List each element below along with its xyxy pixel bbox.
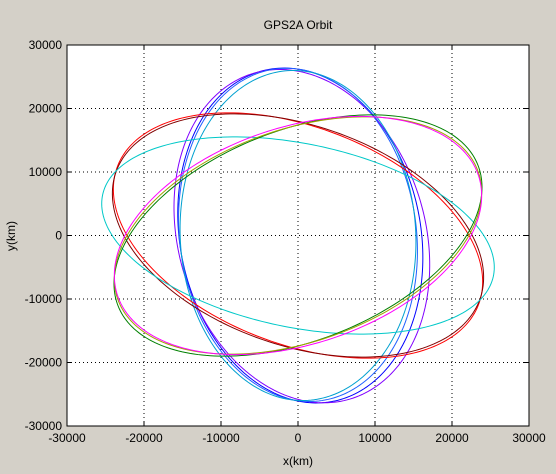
x-tick-label: -30000 xyxy=(48,431,86,445)
y-tick-label: -30000 xyxy=(25,419,63,433)
orbit-line-7 xyxy=(101,136,495,335)
y-tick-label: 10000 xyxy=(29,165,63,179)
x-axis-label: x(km) xyxy=(283,454,313,468)
y-axis-label: y(km) xyxy=(4,221,18,251)
grid-lines xyxy=(67,45,529,426)
y-tick-label: -20000 xyxy=(25,356,63,370)
x-tick-label: 20000 xyxy=(435,431,469,445)
chart-title: GPS2A Orbit xyxy=(264,18,333,32)
tick-marks xyxy=(66,44,530,427)
orbit-line-10 xyxy=(113,115,483,356)
orbit-line-6 xyxy=(111,113,485,358)
orbit-line-9 xyxy=(113,116,483,355)
y-tick-label: -10000 xyxy=(25,292,63,306)
y-tick-label: 30000 xyxy=(29,38,63,52)
x-tick-label: -10000 xyxy=(202,431,240,445)
y-tick-label: 20000 xyxy=(29,102,63,116)
orbit-line-3 xyxy=(178,67,418,402)
x-tick-label: 0 xyxy=(295,431,302,445)
x-tick-label: -20000 xyxy=(125,431,163,445)
x-tick-label: 30000 xyxy=(512,431,546,445)
orbit-line-4 xyxy=(179,69,417,402)
orbit-series xyxy=(101,67,495,404)
y-tick-label: 0 xyxy=(55,229,62,243)
y-tick-labels: -30000 -20000 -10000 0 10000 20000 30000 xyxy=(25,38,63,433)
orbit-line-1 xyxy=(177,67,424,404)
x-tick-label: 10000 xyxy=(358,431,392,445)
x-tick-labels: -30000 -20000 -10000 0 10000 20000 30000 xyxy=(48,431,546,445)
